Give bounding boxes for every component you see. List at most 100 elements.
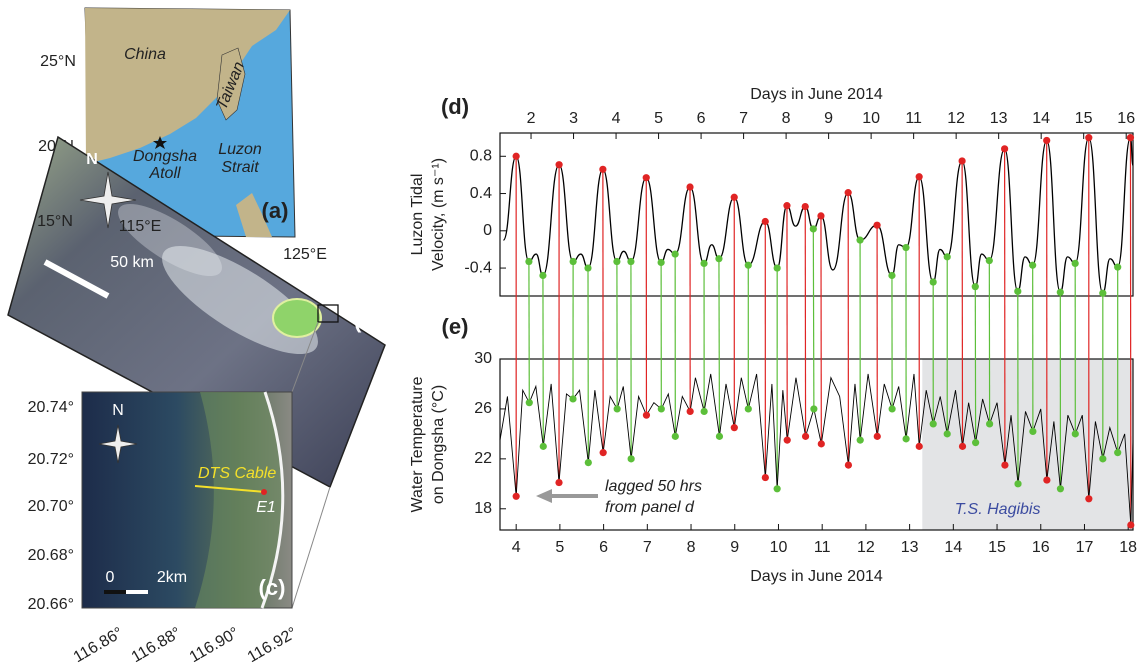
zoom-line (291, 486, 331, 609)
zoom-box (317, 304, 339, 323)
x-tick-label: 7 (739, 110, 748, 127)
data-point (1071, 430, 1079, 438)
north-label: N (86, 151, 98, 168)
panel-label: (b) (354, 308, 382, 333)
data-point (1114, 263, 1122, 271)
data-point (817, 440, 825, 448)
data-point (1085, 495, 1093, 503)
place-label: Luzon (218, 141, 262, 158)
shoreline (260, 391, 285, 609)
x-tick-label: 5 (654, 110, 663, 127)
data-point (1043, 136, 1051, 145)
data-point (929, 420, 937, 428)
data-point (873, 432, 881, 440)
lon-tick-label: 116.90° (187, 624, 242, 664)
data-point (1099, 289, 1107, 297)
data-point (700, 259, 708, 267)
x-tick-label: 11 (814, 539, 831, 556)
x-tick-label: 12 (857, 539, 875, 556)
x-tick-label: 4 (512, 539, 521, 556)
x-tick-label: 10 (770, 539, 788, 556)
x-tick-label: 9 (730, 539, 739, 556)
data-point (801, 202, 809, 211)
data-point (613, 405, 621, 413)
x-tick-label: 18 (1119, 539, 1137, 556)
x-tick-label: 5 (555, 539, 564, 556)
x-axis-title: Days in June 2014 (750, 568, 883, 585)
data-point (1127, 521, 1135, 529)
period-label: T.S. Hagibis (955, 501, 1041, 518)
station-marker (261, 489, 267, 495)
data-point (700, 407, 708, 416)
data-point (744, 261, 752, 269)
data-point (1001, 145, 1009, 153)
data-point (888, 405, 896, 413)
zoom-line (291, 321, 319, 393)
panel-label: (e) (442, 314, 469, 339)
lon-label: 125°E (283, 246, 327, 263)
compass (98, 424, 138, 464)
lon-tick-label: 116.86° (71, 624, 126, 664)
x-tick-label: 6 (599, 539, 608, 556)
data-point (971, 283, 979, 291)
lat-tick-label: 20.72° (28, 451, 74, 468)
data-point (809, 225, 817, 233)
data-point (1126, 134, 1135, 142)
x-tick-label: 11 (905, 110, 922, 127)
data-point (569, 257, 577, 266)
y-tick-label: 22 (474, 450, 492, 467)
data-point (915, 442, 923, 450)
scale-label: 2km (157, 569, 187, 586)
y-tick-label: 0.8 (470, 148, 492, 165)
data-point (671, 250, 679, 258)
place-label: China (124, 46, 166, 63)
data-point (773, 485, 781, 493)
lag-connector (718, 258, 721, 437)
data-point (856, 436, 864, 444)
map-c: N DTS Cable E1 0 2km (c) (81, 391, 293, 609)
data-point (915, 173, 923, 181)
data-point (525, 257, 533, 266)
y-tick-label: 30 (474, 350, 492, 367)
x-axis-title: Days in June 2014 (750, 86, 883, 103)
data-point (584, 264, 592, 272)
land-china (85, 8, 290, 164)
data-point (569, 395, 577, 403)
map-a: China Taiwan Dongsha Atoll Luzon Strait … (38, 7, 327, 263)
y-tick-label: 18 (474, 500, 492, 517)
data-point (730, 424, 738, 432)
cloud (118, 203, 222, 277)
data-point (783, 436, 791, 444)
data-point (539, 442, 547, 450)
y-axis-title: on Dongsha (°C) (430, 385, 447, 504)
x-tick-label: 8 (782, 110, 791, 127)
data-point (943, 253, 951, 261)
data-point (801, 432, 810, 440)
y-tick-label: 26 (474, 400, 492, 417)
x-tick-label: 13 (901, 539, 919, 556)
star-marker (153, 136, 167, 149)
x-tick-label: 15 (988, 539, 1006, 556)
x-tick-label: 8 (687, 539, 696, 556)
data-point (902, 243, 910, 252)
x-tick-label: 2 (527, 110, 536, 127)
data-point (512, 492, 520, 500)
x-tick-label: 7 (643, 539, 652, 556)
data-point (525, 399, 533, 407)
data-point (1029, 261, 1037, 269)
data-point (555, 478, 563, 487)
data-point (958, 157, 966, 165)
data-point (584, 458, 592, 467)
scale-label: 50 km (110, 254, 154, 271)
data-point (555, 161, 563, 169)
cable (194, 485, 266, 493)
data-point (844, 189, 852, 197)
data-point (613, 257, 621, 266)
data-point (773, 264, 781, 272)
scale-bar (43, 259, 110, 299)
annotation-arrowhead (536, 489, 552, 503)
x-tick-label: 14 (1032, 110, 1050, 127)
lag-connector (812, 228, 815, 409)
data-point (627, 257, 635, 266)
